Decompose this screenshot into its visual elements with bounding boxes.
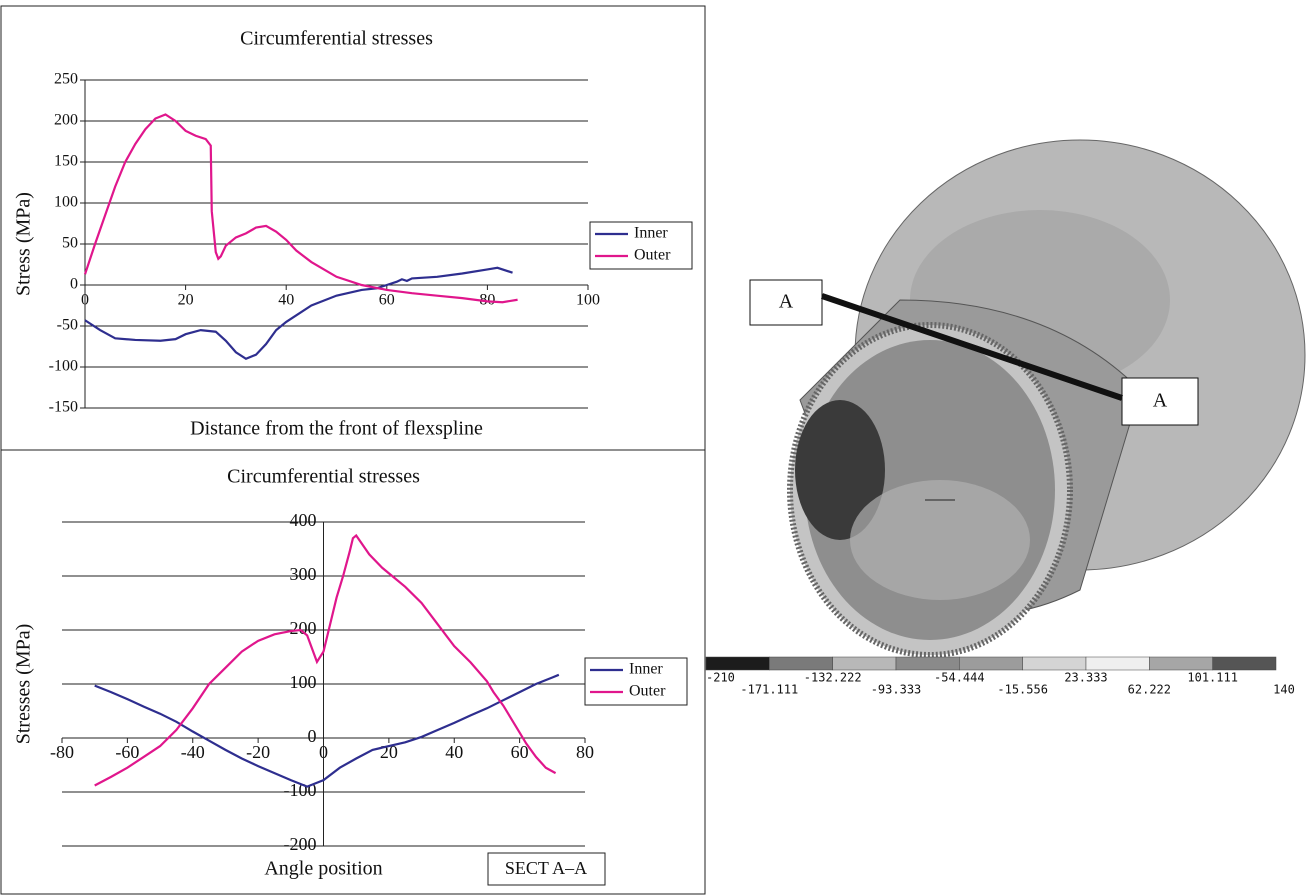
- chart-title: Circumferential stresses: [227, 466, 420, 488]
- y-tick-label: 0: [308, 726, 317, 746]
- y-tick-label: 50: [62, 235, 78, 252]
- x-tick-label: 60: [379, 292, 395, 309]
- x-tick-label: -80: [50, 742, 74, 762]
- colorbar-label: -171.111: [740, 683, 798, 697]
- colorbar-label: 101.111: [1187, 671, 1238, 685]
- colorbar-segment: [706, 657, 769, 670]
- y-tick-label: -100: [49, 358, 78, 375]
- y-axis-label: Stress (MPa): [13, 192, 35, 296]
- y-tick-label: 200: [54, 112, 78, 129]
- colorbar-segment: [1149, 657, 1212, 670]
- x-tick-label: 40: [278, 292, 294, 309]
- chart-title: Circumferential stresses: [240, 28, 433, 50]
- y-tick-label: -200: [284, 834, 317, 854]
- y-tick-label: 200: [290, 618, 317, 638]
- legend-label: Inner: [634, 225, 668, 242]
- colorbar-segment: [833, 657, 896, 670]
- x-tick-label: -20: [246, 742, 270, 762]
- y-axis-label: Stresses (MPa): [13, 624, 35, 745]
- x-tick-label: 100: [576, 292, 600, 309]
- legend-label: Inner: [629, 661, 663, 678]
- y-tick-label: 100: [290, 672, 317, 692]
- colorbar-segment: [1213, 657, 1276, 670]
- model-render: [790, 140, 1305, 655]
- line-series: [85, 268, 513, 359]
- colorbar-segment: [1023, 657, 1086, 670]
- colorbar-segment: [896, 657, 959, 670]
- colorbar-label: 140: [1273, 683, 1295, 697]
- y-tick-label: 0: [70, 276, 78, 293]
- colorbar-segment: [959, 657, 1022, 670]
- colorbar-label: -15.556: [997, 683, 1048, 697]
- y-tick-label: -50: [57, 317, 78, 334]
- figure: A A Circumferential stresses Distance fro…: [0, 0, 1314, 895]
- y-tick-label: 150: [54, 153, 78, 170]
- colorbar-segment: [769, 657, 832, 670]
- x-tick-label: 60: [511, 742, 529, 762]
- y-tick-label: 300: [290, 564, 317, 584]
- colorbar-label: 62.222: [1128, 683, 1171, 697]
- section-label: A: [779, 291, 794, 313]
- x-tick-label: 80: [576, 742, 594, 762]
- section-label: A: [1153, 390, 1168, 412]
- x-tick-label: 40: [445, 742, 463, 762]
- x-tick-label: 20: [178, 292, 194, 309]
- legend-label: Outer: [634, 247, 671, 264]
- colorbar-label: -54.444: [934, 671, 985, 685]
- colorbar-label: -93.333: [871, 683, 922, 697]
- colorbar-segment: [1086, 657, 1149, 670]
- x-tick-label: -40: [181, 742, 205, 762]
- annotation: SECT A–A: [505, 858, 587, 878]
- y-tick-label: 400: [290, 510, 317, 530]
- page: A A Circumferential stresses Distance fro…: [0, 0, 1314, 895]
- x-axis-label: Distance from the front of flexspline: [190, 418, 483, 440]
- x-tick-label: -60: [115, 742, 139, 762]
- y-tick-label: 250: [54, 71, 78, 88]
- y-tick-label: 100: [54, 194, 78, 211]
- legend-label: Outer: [629, 683, 666, 700]
- colorbar-label: 23.333: [1064, 671, 1107, 685]
- colorbar-label: -132.222: [804, 671, 862, 685]
- colorbar-label: -210: [706, 671, 735, 685]
- line-series: [95, 675, 559, 787]
- y-tick-label: -150: [49, 399, 78, 416]
- x-axis-label: Angle position: [264, 858, 382, 880]
